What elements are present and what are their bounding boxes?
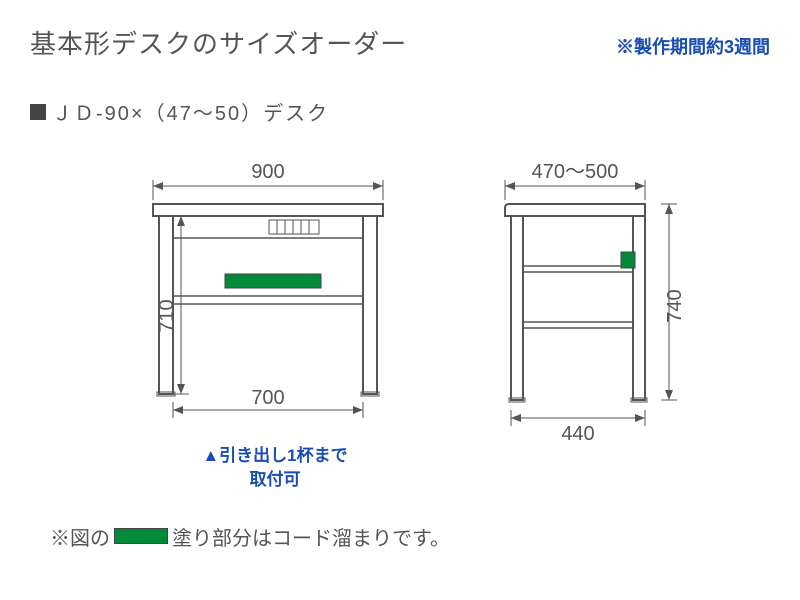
legend-suffix: 塗り部分はコード溜まりです。 — [172, 522, 450, 551]
cord-tray-front — [225, 274, 321, 288]
front-view-diagram: 900 — [125, 156, 425, 492]
dim-top-depth: 470～500 — [505, 161, 645, 200]
product-code-row: ＪＤ-90×（47～50）デスク — [30, 97, 770, 126]
dim-bottom-depth: 440 — [511, 410, 645, 445]
green-chip-icon — [114, 528, 168, 544]
front-desk-drawing — [153, 204, 383, 396]
cord-tray-side — [621, 252, 635, 268]
grille-icon — [269, 220, 319, 234]
page-title: 基本形デスクのサイズオーダー — [30, 24, 407, 61]
dim-label-inner-width: 700 — [251, 387, 284, 409]
product-code: ＪＤ-90×（47～50）デスク — [52, 97, 329, 126]
dim-right-height: 740 — [661, 204, 686, 400]
dim-inner-width: 700 — [173, 387, 363, 418]
square-marker-icon — [30, 104, 46, 120]
side-view-diagram: 470～500 — [475, 156, 735, 446]
dim-label-right-height: 740 — [664, 289, 686, 322]
side-desk-drawing — [505, 204, 647, 402]
dim-label-top-width: 900 — [251, 161, 284, 183]
legend-row: ※図の 塗り部分はコード溜まりです。 — [30, 522, 770, 551]
dim-label-left-height: 710 — [156, 299, 178, 332]
production-note: ※製作期間約3週間 — [616, 33, 770, 59]
dim-top-width: 900 — [153, 161, 383, 200]
legend-prefix: ※図の — [50, 522, 110, 551]
dim-label-top-depth: 470～500 — [532, 161, 619, 183]
drawer-caption: ▲引き出し1杯まで 取付可 — [125, 444, 425, 492]
dim-label-bottom-depth: 440 — [561, 423, 594, 445]
